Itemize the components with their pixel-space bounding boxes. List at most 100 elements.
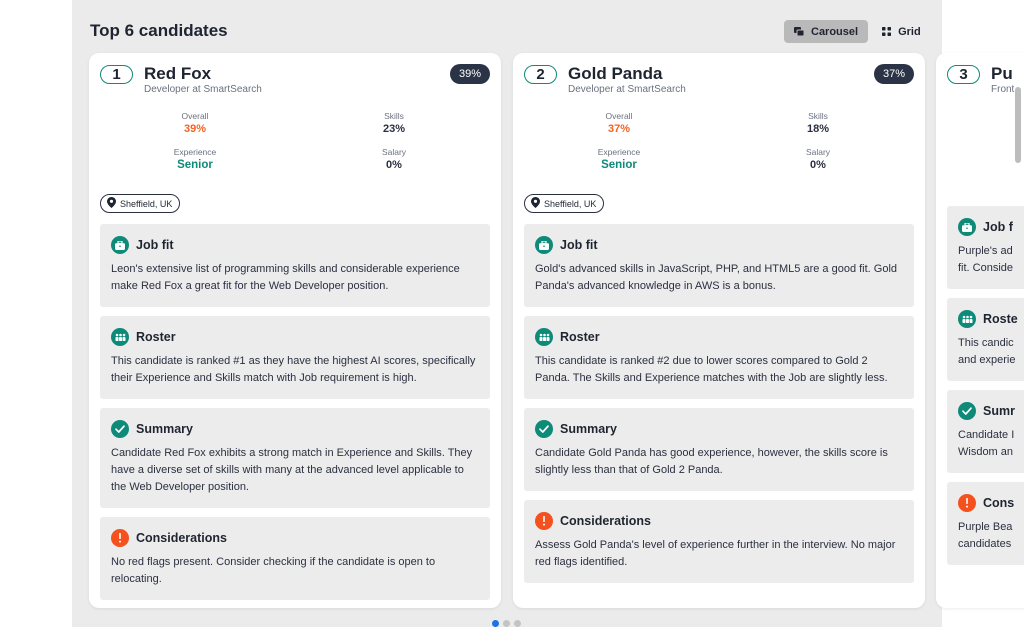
grid-label: Grid [898,25,921,38]
candidate-role: Developer at SmartSearch [144,84,262,95]
roster-icon [111,328,129,346]
candidate-name: Pu [991,64,1013,83]
location-pin-icon [531,197,540,210]
rank-badge: 2 [524,65,557,84]
section-text: Candidate Red Fox exhibits a strong matc… [111,447,473,493]
section-title: Roster [136,330,176,344]
job-fit-section: Job fit Gold's advanced skills in JavaSc… [524,224,914,307]
carousel-icon [794,27,804,36]
roster-section: Roster This candidate is ranked #1 as th… [100,316,490,399]
section-text-line: This candic [958,337,1014,349]
grid-icon [882,27,892,36]
considerations-section: Cons Purple Bea candidates [947,482,1024,565]
section-text-line: Purple's ad [958,245,1013,257]
location-text: Sheffield, UK [544,198,597,209]
roster-icon [535,328,553,346]
section-title: Cons [983,496,1015,510]
candidate-role: Developer at SmartSearch [568,84,686,95]
candidate-name: Red Fox [144,64,212,83]
carousel-pagination [492,620,521,627]
briefcase-icon [535,236,553,254]
roster-section: Roste This candic and experie [947,298,1024,381]
carousel-label: Carousel [811,25,859,38]
briefcase-icon [111,236,129,254]
summary-section: Sumr Candidate I Wisdom an [947,390,1024,473]
overall-value: 39% [183,123,207,135]
section-text: No red flags present. Consider checking … [111,556,436,585]
experience-label: Experience [173,147,217,157]
considerations-section: Considerations Assess Gold Panda's level… [524,500,914,583]
salary-value: 0% [810,159,826,171]
section-text-line: and experie [958,354,1016,366]
candidate-card[interactable]: 2 Gold Panda Developer at SmartSearch 37… [513,53,925,608]
section-title: Job fit [136,238,174,252]
salary-value: 0% [386,159,402,171]
section-title: Roster [560,330,600,344]
carousel-dot-1[interactable] [492,620,499,627]
score-badge: 37% [874,64,914,84]
section-title: Summary [560,422,617,436]
carousel-dot-2[interactable] [503,620,510,627]
experience-value: Senior [177,159,213,171]
summary-section: Summary Candidate Gold Panda has good ex… [524,408,914,491]
section-text: This candidate is ranked #1 as they have… [111,355,476,384]
rank-badge: 1 [100,65,133,84]
section-text-line: candidates [958,538,1012,550]
grid-view-button[interactable]: Grid [872,20,931,43]
vertical-scrollbar[interactable] [1015,87,1021,163]
skills-label: Skills [384,111,404,121]
check-icon [111,420,129,438]
section-title: Job f [983,220,1013,234]
summary-section: Summary Candidate Red Fox exhibits a str… [100,408,490,508]
section-title: Considerations [136,531,227,545]
location-chip: Sheffield, UK [524,194,605,213]
skills-value: 23% [382,123,406,135]
experience-metric: Experience Senior [559,147,679,171]
section-title: Sumr [983,404,1015,418]
section-text-line: fit. Conside [958,262,1014,274]
section-title: Summary [136,422,193,436]
section-text-line: Wisdom an [958,446,1014,458]
experience-label: Experience [597,147,641,157]
skills-metric: Skills 18% [758,111,878,135]
alert-icon [111,529,129,547]
section-text: Gold's advanced skills in JavaScript, PH… [535,263,898,292]
candidate-card[interactable]: 1 Red Fox Developer at SmartSearch 39% O… [89,53,501,608]
section-text-line: Purple Bea [958,521,1013,533]
experience-value: Senior [601,159,637,171]
alert-icon [535,512,553,530]
roster-icon [958,310,976,328]
considerations-section: Considerations No red flags present. Con… [100,517,490,600]
skills-label: Skills [808,111,828,121]
page-title: Top 6 candidates [90,21,228,40]
section-title: Considerations [560,514,651,528]
section-text: This candidate is ranked #2 due to lower… [535,355,888,384]
overall-metric: Overall 39% [135,111,255,135]
overall-label: Overall [181,111,209,121]
carousel-dot-3[interactable] [514,620,521,627]
briefcase-icon [958,218,976,236]
section-text: Assess Gold Panda's level of experience … [535,539,896,568]
section-text-line: Candidate I [958,429,1015,441]
salary-metric: Salary 0% [758,147,878,171]
section-text: Leon's extensive list of programming ski… [111,263,460,292]
overall-value: 37% [607,123,631,135]
candidate-role: Front [991,84,1015,95]
salary-label: Salary [805,147,831,157]
alert-icon [958,494,976,512]
location-chip: Sheffield, UK [100,194,181,213]
job-fit-section: Job f Purple's ad fit. Conside [947,206,1024,289]
section-title: Job fit [560,238,598,252]
candidate-name: Gold Panda [568,64,663,83]
section-title: Roste [983,312,1018,326]
experience-metric: Experience Senior [135,147,255,171]
salary-label: Salary [381,147,407,157]
carousel-view-button[interactable]: Carousel [784,20,869,43]
candidate-card[interactable]: 3 Pu Front Job f Purple's ad fit. Consid… [936,53,1024,608]
overall-label: Overall [605,111,633,121]
job-fit-section: Job fit Leon's extensive list of program… [100,224,490,307]
score-badge: 39% [450,64,490,84]
salary-metric: Salary 0% [334,147,454,171]
location-text: Sheffield, UK [120,198,173,209]
overall-metric: Overall 37% [559,111,679,135]
